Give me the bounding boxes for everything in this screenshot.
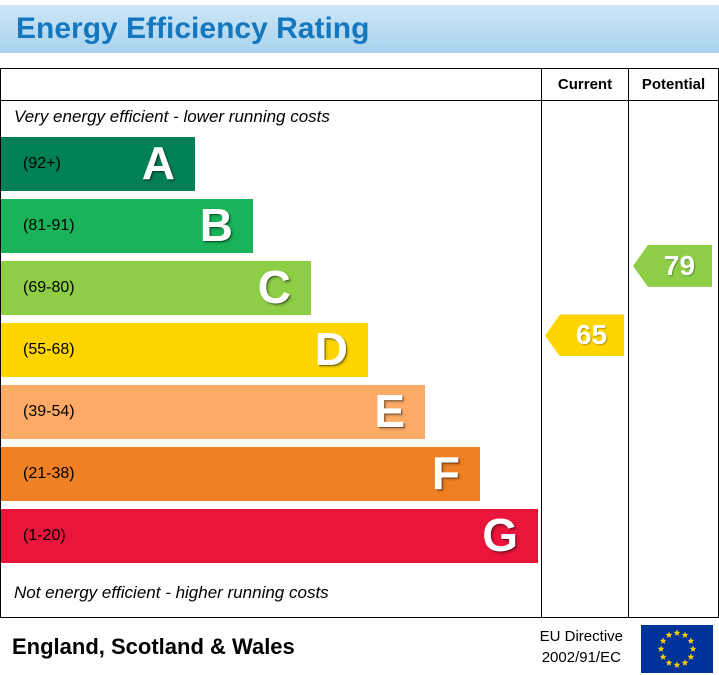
header-row-divider [1,100,718,101]
potential-rating-arrow: 79 [633,244,712,287]
page-title: Energy Efficiency Rating [16,12,370,45]
band-row-f: (21-38) F [1,447,480,501]
top-note: Very energy efficient - lower running co… [14,107,330,126]
eu-flag-icon [641,625,713,673]
region-label: England, Scotland & Wales [12,633,295,659]
band-range-label: (39-54) [23,403,75,420]
current-column-header: Current [557,76,613,93]
band-range-label: (81-91) [23,217,75,234]
eu-directive-label: EU Directive 2002/91/EC [540,626,623,668]
current-column-divider [541,69,542,617]
band-range-label: (1-20) [23,527,66,544]
band-row-b: (81-91) B [1,199,253,253]
footer: England, Scotland & Wales EU Directive 2… [0,618,719,675]
rating-table: Current Potential Very energy efficient … [0,68,719,618]
potential-column-header: Potential [641,76,706,93]
band-range-label: (92+) [23,155,61,172]
band-row-e: (39-54) E [1,385,425,439]
band-row-a: (92+) A [1,137,195,191]
band-range-label: (69-80) [23,279,75,296]
band-letter: G [482,508,518,561]
potential-rating-value: 79 [663,249,696,281]
potential-column-divider [628,69,629,617]
band-letter: D [314,322,348,375]
eu-directive-line1: EU Directive [539,627,623,645]
band-range-label: (21-38) [23,465,75,482]
band-letter: A [141,136,175,189]
bottom-note: Not energy efficient - higher running co… [14,583,329,602]
band-row-c: (69-80) C [1,261,311,315]
band-letter: E [374,384,405,437]
eu-directive-line2: 2002/91/EC [541,648,621,666]
band-row-d: (55-68) D [1,323,368,377]
band-row-g: (1-20) G [1,509,538,563]
band-letter: B [199,198,233,251]
band-letter: F [431,446,460,499]
current-rating-value: 65 [575,319,608,351]
band-range-label: (55-68) [23,341,75,358]
band-letter: C [257,260,291,313]
current-rating-arrow: 65 [545,314,624,357]
title-bar: Energy Efficiency Rating [0,5,719,53]
